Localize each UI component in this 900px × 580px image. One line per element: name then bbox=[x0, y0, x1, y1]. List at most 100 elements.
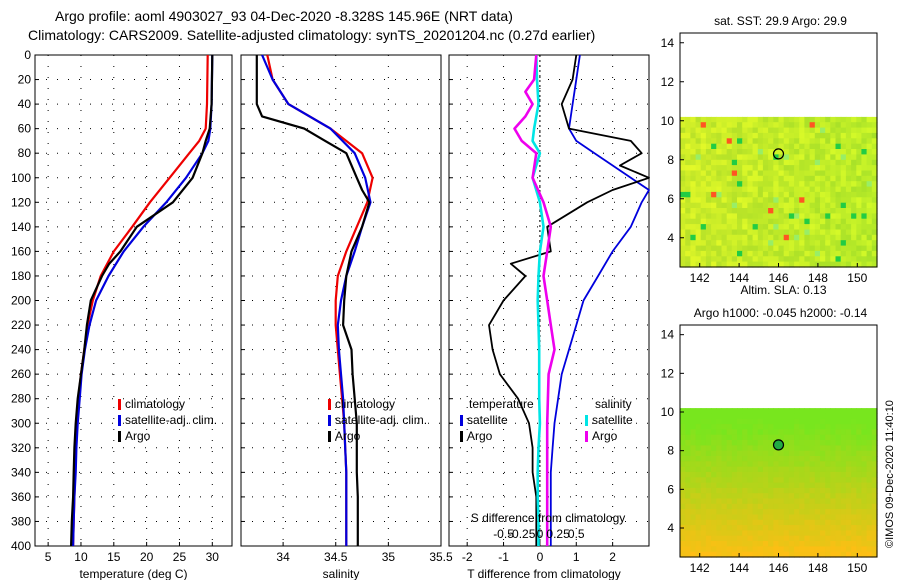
map-cell bbox=[700, 165, 707, 172]
map-cell bbox=[700, 138, 707, 145]
map-cell bbox=[716, 482, 723, 489]
map-cell bbox=[871, 127, 878, 134]
map-cell bbox=[835, 509, 842, 515]
map-cell bbox=[680, 418, 686, 425]
map-cell bbox=[778, 132, 785, 139]
map-cell bbox=[752, 191, 759, 198]
map-cell bbox=[856, 116, 863, 123]
map-cell bbox=[788, 261, 795, 268]
map-cell bbox=[700, 127, 707, 134]
map-cell bbox=[762, 498, 769, 505]
map-cell bbox=[825, 256, 831, 263]
map-cell bbox=[742, 466, 748, 473]
map-cell bbox=[788, 530, 795, 537]
map-cell bbox=[794, 487, 800, 494]
map-cell bbox=[705, 519, 712, 526]
map-cell bbox=[700, 445, 707, 452]
map-cell bbox=[726, 165, 733, 172]
y-tick-label: 180 bbox=[11, 269, 31, 283]
map-cell bbox=[825, 245, 831, 252]
map-cell bbox=[783, 218, 790, 225]
map-cell bbox=[747, 256, 754, 263]
map-cell bbox=[783, 450, 790, 457]
map-cell bbox=[825, 530, 831, 537]
map-cell bbox=[866, 143, 873, 150]
y-tick-label: 8 bbox=[667, 153, 674, 167]
map-cell bbox=[700, 487, 707, 494]
map-cell bbox=[711, 224, 717, 231]
map-cell bbox=[700, 535, 707, 542]
map-cell bbox=[680, 530, 686, 537]
map-cell bbox=[809, 240, 816, 247]
map-cell bbox=[752, 240, 759, 247]
map-cell bbox=[737, 149, 743, 155]
map-cell bbox=[695, 143, 702, 150]
map-cell bbox=[700, 175, 707, 182]
y-tick-label: 360 bbox=[11, 490, 31, 504]
map-cell bbox=[762, 116, 769, 123]
map-cell bbox=[731, 127, 738, 134]
map-cell bbox=[788, 450, 795, 457]
map-cell bbox=[680, 143, 686, 150]
map-cell bbox=[695, 482, 702, 489]
map-cell bbox=[845, 493, 852, 500]
map-cell bbox=[721, 493, 728, 500]
map-cell bbox=[825, 461, 831, 468]
map-cell bbox=[778, 434, 785, 441]
map-cell bbox=[778, 424, 785, 430]
map-cell bbox=[773, 461, 780, 468]
map-cell bbox=[840, 418, 847, 425]
y-tick-label: 10 bbox=[661, 405, 675, 419]
map-cell bbox=[747, 154, 754, 161]
map-cell bbox=[840, 138, 847, 145]
map-cell bbox=[721, 440, 728, 446]
map-cell bbox=[762, 530, 769, 537]
map-cell bbox=[804, 487, 811, 494]
map-cell bbox=[794, 450, 800, 457]
map-cell bbox=[830, 530, 837, 537]
map-cell bbox=[742, 240, 748, 247]
map-cell bbox=[742, 250, 748, 257]
map-cell bbox=[778, 191, 785, 198]
map-cell bbox=[851, 208, 857, 214]
map-cell bbox=[752, 213, 759, 220]
map-cell bbox=[856, 493, 863, 500]
map-cell bbox=[768, 530, 774, 537]
map-cell bbox=[794, 477, 800, 484]
map-cell bbox=[783, 245, 790, 252]
map-cell bbox=[788, 213, 795, 220]
map-cell bbox=[680, 197, 686, 204]
map-cell bbox=[866, 487, 873, 494]
map-cell bbox=[762, 429, 769, 436]
map-cell bbox=[845, 143, 852, 150]
map-cell bbox=[866, 493, 873, 500]
map-cell bbox=[742, 170, 748, 177]
map-cell bbox=[773, 202, 780, 209]
map-cell bbox=[778, 197, 785, 204]
map-cell bbox=[680, 138, 686, 145]
map-cell bbox=[851, 429, 857, 436]
map-cell bbox=[825, 519, 831, 526]
map-cell bbox=[721, 132, 728, 139]
map-cell bbox=[804, 181, 811, 188]
map-cell bbox=[866, 471, 873, 478]
map-cell bbox=[804, 535, 811, 542]
map-cell bbox=[840, 127, 847, 134]
map-cell bbox=[825, 509, 831, 515]
map-cell bbox=[809, 159, 816, 166]
map-cell bbox=[861, 429, 868, 436]
map-cell bbox=[830, 434, 837, 441]
map-cell bbox=[835, 261, 842, 268]
map-cell bbox=[794, 498, 800, 505]
map-cell bbox=[788, 445, 795, 452]
map-cell bbox=[799, 519, 805, 526]
map-cell bbox=[814, 434, 821, 441]
map-cell bbox=[820, 159, 826, 166]
map-cell bbox=[835, 471, 842, 478]
map-cell bbox=[700, 509, 707, 515]
map-cell bbox=[721, 127, 728, 134]
map-cell bbox=[866, 159, 873, 166]
map-cell bbox=[814, 456, 821, 462]
map-cell bbox=[814, 213, 821, 220]
